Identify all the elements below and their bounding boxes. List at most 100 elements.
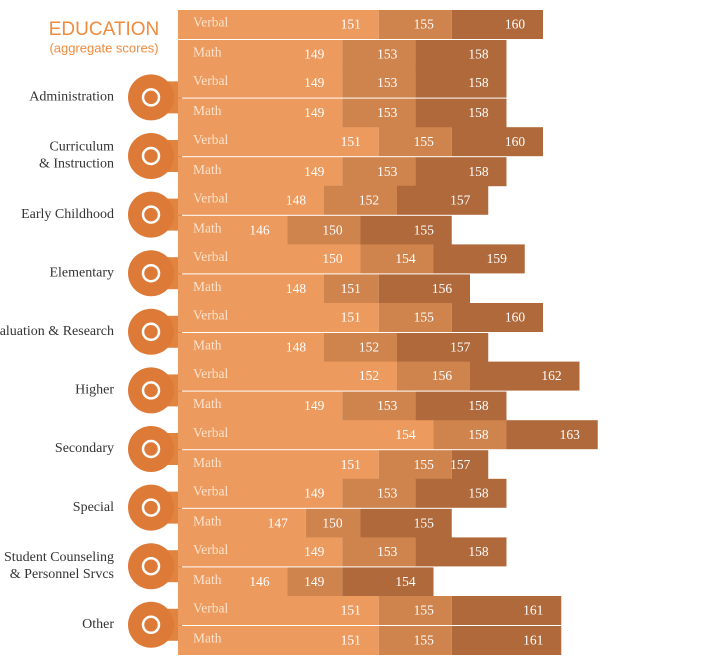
icon-glyph — [141, 556, 161, 576]
category-label: Administration — [29, 90, 114, 105]
category-label: Other — [82, 617, 114, 632]
bar-segment — [178, 10, 379, 39]
value-label: 153 — [377, 75, 398, 90]
value-label: 153 — [377, 105, 398, 120]
bar-segment — [178, 244, 361, 274]
value-label: 155 — [414, 603, 435, 618]
bar-segment — [378, 10, 452, 39]
value-label: 157 — [450, 192, 471, 207]
bar-segment — [451, 626, 562, 655]
bar-segment — [415, 40, 507, 69]
bar-segment — [433, 420, 507, 450]
category-icon — [128, 250, 174, 297]
value-label: 157 — [450, 457, 471, 472]
value-label: 155 — [414, 457, 435, 472]
value-label: 151 — [341, 134, 361, 149]
series-label: Verbal — [193, 308, 228, 323]
value-label: 158 — [468, 47, 489, 62]
bar-segment — [178, 303, 379, 332]
series-label: Math — [193, 572, 222, 587]
bar-segment — [451, 127, 543, 157]
value-label: 153 — [377, 544, 398, 559]
category-label: Student Counseling — [4, 550, 114, 565]
bar-segment — [287, 215, 361, 245]
bar-segment — [342, 40, 416, 69]
category-label: & Personnel Srvcs — [10, 567, 114, 582]
value-label: 151 — [341, 633, 361, 648]
value-label: 149 — [304, 398, 325, 413]
value-label: 150 — [322, 222, 343, 237]
series-label: Verbal — [193, 425, 228, 440]
bar-segment — [342, 567, 434, 597]
bar-segment — [342, 391, 416, 421]
bar-segment — [287, 567, 343, 597]
bar-segment — [342, 68, 416, 98]
value-label: 148 — [286, 281, 307, 296]
bar-segment — [305, 508, 361, 538]
bar-segment — [415, 68, 507, 98]
value-label: 156 — [432, 368, 453, 383]
bar-segment — [178, 361, 397, 391]
value-label: 153 — [377, 398, 398, 413]
value-label: 155 — [414, 134, 435, 149]
icon-glyph — [141, 322, 161, 342]
bar-segment — [397, 185, 489, 215]
category-label: Special — [73, 500, 114, 515]
icon-glyph — [141, 205, 161, 224]
series-label: Math — [193, 220, 222, 235]
value-label: 152 — [359, 368, 379, 383]
bar-segment — [178, 68, 343, 98]
value-label: 153 — [377, 164, 398, 179]
category-label: Secondary — [55, 441, 114, 456]
value-label: 154 — [395, 251, 416, 266]
bar-segment — [178, 567, 288, 597]
series-label: Math — [193, 513, 222, 528]
value-label: 155 — [414, 633, 435, 648]
value-label: 158 — [468, 427, 489, 442]
bar-segment — [451, 596, 562, 625]
series-label: Math — [193, 631, 222, 646]
value-label: 149 — [304, 164, 325, 179]
bar-segment — [378, 274, 470, 304]
category-label: Evaluation & Research — [0, 324, 114, 339]
series-label: Verbal — [193, 601, 228, 616]
icon-glyph — [141, 381, 161, 400]
bar-segment — [360, 215, 452, 245]
bar-segment — [342, 537, 416, 567]
icon-glyph — [141, 439, 161, 459]
series-label: Math — [193, 279, 222, 294]
bar-segment — [378, 596, 452, 625]
bar-segment — [324, 333, 397, 362]
series-label: Verbal — [193, 190, 228, 205]
category-label: & Instruction — [39, 157, 114, 172]
value-label: 153 — [377, 47, 398, 62]
bar-segment — [178, 626, 379, 655]
series-label: Verbal — [193, 249, 228, 264]
bar-segment — [415, 391, 507, 421]
series-label: Math — [193, 162, 222, 177]
category-label: Higher — [75, 383, 114, 398]
series-label: Verbal — [193, 483, 228, 498]
value-label: 162 — [541, 368, 561, 383]
value-label: 149 — [304, 75, 325, 90]
series-label: Math — [193, 103, 222, 118]
value-label: 158 — [468, 105, 489, 120]
bar-segment — [178, 537, 343, 567]
value-label: 149 — [304, 544, 325, 559]
bar-segment — [451, 450, 489, 480]
series-label: Verbal — [193, 542, 228, 557]
bar-segment — [451, 10, 543, 39]
value-label: 151 — [341, 457, 361, 472]
value-label: 152 — [359, 192, 379, 207]
bar-segment — [451, 303, 543, 332]
bar-segment — [342, 157, 416, 187]
icon-glyph — [141, 615, 161, 635]
category-icon — [128, 74, 174, 121]
bar-segment — [415, 157, 507, 187]
bar-segment — [397, 333, 489, 362]
bar-segment — [178, 391, 343, 421]
value-label: 151 — [341, 310, 361, 325]
category-icon — [128, 191, 174, 238]
value-label: 148 — [286, 192, 307, 207]
